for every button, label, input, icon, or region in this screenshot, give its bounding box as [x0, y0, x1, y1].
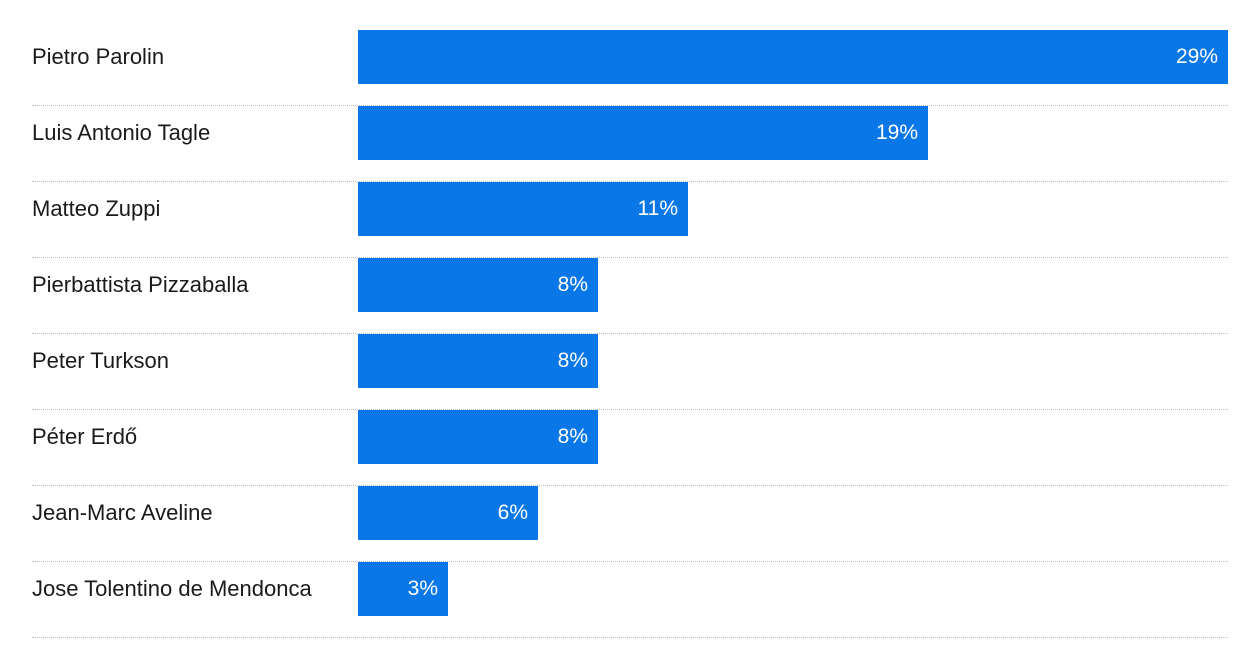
chart-row: Pietro Parolin 29%: [32, 30, 1228, 106]
bar-value-label: 8%: [557, 349, 588, 372]
bar: 8%: [358, 410, 598, 464]
bar: 29%: [358, 30, 1228, 84]
category-label: Matteo Zuppi: [32, 196, 161, 221]
chart-row: Jean-Marc Aveline 6%: [32, 486, 1228, 562]
bar-value-label: 19%: [875, 121, 918, 144]
bar: 6%: [358, 486, 538, 540]
chart-row: Peter Turkson 8%: [32, 334, 1228, 410]
bar: 19%: [358, 106, 928, 160]
category-label: Jean-Marc Aveline: [32, 500, 213, 525]
bar-value-label: 6%: [497, 501, 528, 524]
bar: 8%: [358, 334, 598, 388]
category-label: Péter Erdő: [32, 424, 138, 449]
bar: 11%: [358, 182, 688, 236]
category-label: Pierbattista Pizzaballa: [32, 272, 249, 297]
bar-value-label: 8%: [557, 425, 588, 448]
chart-row: Pierbattista Pizzaballa 8%: [32, 258, 1228, 334]
bar: 8%: [358, 258, 598, 312]
chart-row: Matteo Zuppi 11%: [32, 182, 1228, 258]
category-label: Pietro Parolin: [32, 44, 165, 69]
bar-value-label: 29%: [1175, 45, 1218, 68]
bar-value-label: 8%: [557, 273, 588, 296]
chart-row: Luis Antonio Tagle 19%: [32, 106, 1228, 182]
bar-value-label: 3%: [407, 577, 438, 600]
bar-value-label: 11%: [637, 197, 678, 220]
category-label: Jose Tolentino de Mendonca: [32, 576, 312, 601]
category-label: Luis Antonio Tagle: [32, 120, 211, 145]
bar: 3%: [358, 562, 448, 616]
category-label: Peter Turkson: [32, 348, 169, 373]
chart-row: Péter Erdő 8%: [32, 410, 1228, 486]
chart-row: Jose Tolentino de Mendonca 3%: [32, 562, 1228, 638]
